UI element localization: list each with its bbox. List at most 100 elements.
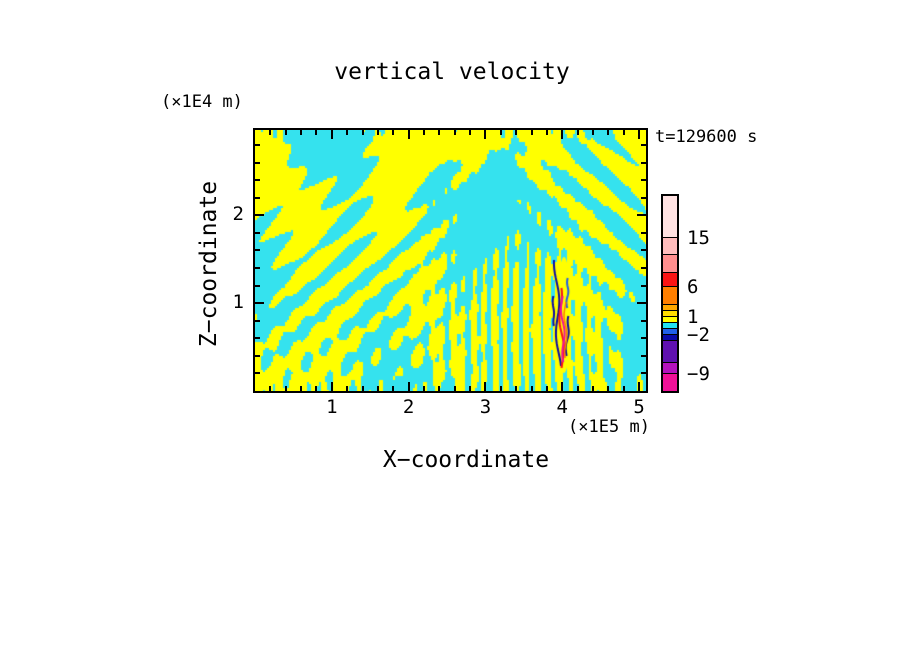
x-axis-tick [515,386,518,391]
time-annotation: t=129600 s [655,127,758,147]
page-title: vertical velocity [334,59,570,85]
z-axis-tick [255,302,264,305]
colorbar-tick-label: 1 [687,306,699,328]
x-axis-tick [300,130,303,135]
z-axis-tick [637,302,646,305]
z-axis-tick [255,214,264,217]
colorbar-segment [663,196,677,238]
x-axis-tick [315,386,318,391]
x-axis-tick [591,386,594,391]
colorbar-tick-label: 15 [687,227,710,249]
z-axis-tick [641,354,646,357]
colorbar-segment [663,287,677,305]
z-axis-tick [255,284,260,287]
x-axis-tick [453,386,456,391]
colorbar-tick-label: −2 [687,324,710,346]
colorbar-tick-label: 6 [687,276,699,298]
z-axis-tick [641,179,646,182]
x-tick-label: 1 [326,396,338,418]
colorbar-segment [663,341,677,363]
z-axis-tick [641,161,646,164]
z-axis-tick [255,354,260,357]
z-axis-tick [255,231,260,234]
x-axis-tick [545,386,548,391]
x-axis-tick [284,386,287,391]
z-axis-tick [255,266,260,269]
colorbar-segment [663,317,677,323]
x-axis-tick [422,130,425,135]
x-axis-tick [376,386,379,391]
z-tick-label: 1 [232,291,244,314]
x-axis-tick [315,130,318,135]
colorbar-segment [663,305,677,311]
heatmap-plot-frame [253,128,648,393]
x-axis-tick [469,130,472,135]
colorbar [661,194,679,393]
x-axis-tick [545,130,548,135]
colorbar-tick-label: −9 [687,363,710,385]
x-axis-tick [392,386,395,391]
x-axis-tick [269,130,272,135]
x-axis-title: X−coordinate [382,447,550,473]
z-axis-tick [255,179,260,182]
x-axis-tick [499,130,502,135]
x-axis-tick [330,382,333,391]
x-axis-tick [638,382,641,391]
z-axis-tick [641,249,646,252]
x-axis-tick [300,386,303,391]
x-axis-tick [515,130,518,135]
z-axis-tick [255,196,260,199]
colorbar-segment [663,273,677,287]
colorbar-segment [663,238,677,255]
z-axis-tick [641,372,646,375]
x-axis-tick [407,382,410,391]
z-axis-tick [255,249,260,252]
colorbar-segment [663,323,677,329]
z-axis-tick [641,337,646,340]
z-axis-tick [641,143,646,146]
x-axis-tick [376,130,379,135]
z-tick-label: 2 [232,203,244,226]
x-axis-tick [499,386,502,391]
colorbar-segment [663,255,677,273]
x-axis-tick [438,130,441,135]
z-axis-units-label: (×1E4 m) [161,92,243,112]
x-axis-tick [561,130,564,139]
x-axis-tick [469,386,472,391]
x-axis-tick [484,382,487,391]
x-axis-units-label: (×1E5 m) [568,417,650,437]
x-axis-tick [591,130,594,135]
colorbar-segment [663,374,677,391]
x-axis-tick [361,130,364,135]
x-tick-label: 2 [402,396,415,418]
z-axis-tick [641,196,646,199]
colorbar-segment [663,311,677,317]
z-axis-tick [641,231,646,234]
z-axis-tick [641,319,646,322]
x-axis-tick [346,386,349,391]
z-axis-tick [637,214,646,217]
x-axis-tick [484,130,487,139]
x-axis-tick [622,130,625,135]
x-axis-tick [392,130,395,135]
x-axis-tick [576,386,579,391]
colorbar-segment [663,363,677,374]
x-tick-label: 3 [479,396,492,418]
colorbar-segment [663,335,677,341]
z-axis-tick [255,372,260,375]
z-axis-tick [255,337,260,340]
x-axis-tick [438,386,441,391]
x-axis-tick [284,130,287,135]
x-axis-tick [576,130,579,135]
x-axis-tick [622,386,625,391]
x-axis-tick [346,130,349,135]
x-axis-tick [561,382,564,391]
x-axis-tick [530,130,533,135]
z-axis-tick [641,284,646,287]
x-axis-tick [361,386,364,391]
x-axis-tick [422,386,425,391]
colorbar-segment [663,329,677,335]
x-axis-tick [607,130,610,135]
z-axis-tick [255,161,260,164]
